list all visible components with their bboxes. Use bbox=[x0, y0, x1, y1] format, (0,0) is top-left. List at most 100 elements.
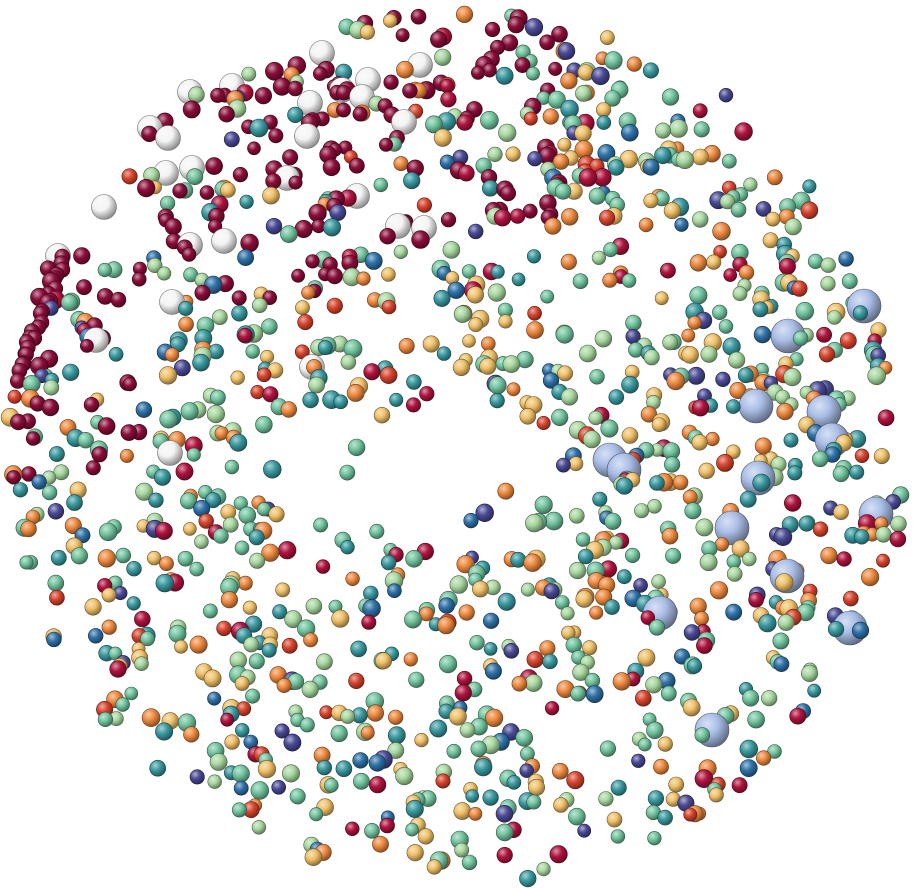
teal-sphere bbox=[272, 604, 288, 620]
gold-sphere bbox=[203, 669, 222, 688]
orange-sphere bbox=[468, 807, 483, 821]
teal-sphere bbox=[642, 62, 659, 79]
red-orange-sphere bbox=[121, 168, 138, 185]
crimson-sphere bbox=[218, 105, 235, 123]
crimson-sphere bbox=[507, 16, 525, 34]
seafoam-sphere bbox=[189, 561, 204, 577]
dark-red-sphere bbox=[877, 409, 895, 427]
teal-sphere bbox=[608, 389, 625, 405]
dark-red-sphere bbox=[694, 769, 714, 789]
steel-blue-sphere bbox=[642, 158, 660, 176]
teal-sphere bbox=[649, 475, 665, 491]
pale-green-sphere bbox=[454, 842, 470, 858]
teal-sphere bbox=[798, 515, 815, 532]
teal-sphere bbox=[126, 596, 141, 611]
dark-red-sphere bbox=[220, 712, 235, 727]
teal-sphere bbox=[154, 468, 172, 486]
gold-sphere bbox=[725, 444, 741, 460]
pale-green-sphere bbox=[598, 791, 614, 807]
indigo-sphere bbox=[329, 204, 347, 221]
teal-sphere bbox=[787, 465, 803, 481]
seafoam-sphere bbox=[495, 823, 514, 842]
red-orange-sphere bbox=[256, 367, 272, 383]
gold-sphere bbox=[414, 732, 429, 748]
crimson-sphere bbox=[352, 106, 368, 122]
steel-blue-sphere bbox=[838, 251, 854, 267]
seafoam-sphere bbox=[772, 632, 790, 650]
pale-green-sphere bbox=[572, 663, 590, 681]
orange-sphere bbox=[602, 272, 618, 288]
orange-sphere bbox=[303, 632, 318, 648]
pale-green-sphere bbox=[867, 366, 887, 386]
crimson-sphere bbox=[470, 65, 485, 80]
pale-green-sphere bbox=[281, 764, 300, 783]
teal-sphere bbox=[610, 779, 627, 796]
orange-sphere bbox=[682, 489, 698, 505]
gold-sphere bbox=[582, 640, 598, 656]
crimson-sphere bbox=[484, 21, 501, 38]
seafoam-sphere bbox=[647, 831, 662, 846]
seafoam-sphere bbox=[404, 610, 422, 629]
pale-green-sphere bbox=[340, 354, 357, 370]
teal-sphere bbox=[263, 460, 282, 479]
pale-green-sphere bbox=[524, 674, 543, 692]
dark-red-sphere bbox=[262, 386, 279, 403]
seafoam-sphere bbox=[470, 740, 487, 757]
teal-sphere bbox=[316, 759, 332, 776]
crimson-sphere bbox=[288, 175, 303, 190]
dark-red-sphere bbox=[109, 660, 127, 678]
gold-sphere bbox=[466, 286, 484, 304]
teal-sphere bbox=[249, 118, 269, 138]
red-orange-sphere bbox=[683, 807, 698, 822]
gold-sphere bbox=[230, 370, 245, 385]
orange-sphere bbox=[560, 72, 578, 90]
teal-sphere bbox=[405, 799, 424, 818]
seafoam-sphere bbox=[97, 262, 112, 278]
teal-sphere bbox=[406, 374, 422, 390]
gold-sphere bbox=[774, 573, 794, 592]
seafoam-sphere bbox=[488, 376, 507, 395]
white-sphere bbox=[294, 123, 320, 149]
gold-sphere bbox=[833, 504, 849, 521]
orange-sphere bbox=[480, 336, 496, 352]
seafoam-sphere bbox=[568, 807, 586, 826]
crimson-sphere bbox=[348, 157, 365, 174]
teal-sphere bbox=[302, 391, 319, 409]
teal-sphere bbox=[205, 492, 222, 509]
seafoam-sphere bbox=[373, 177, 388, 193]
red-orange-sphere bbox=[527, 305, 542, 321]
pale-green-sphere bbox=[647, 498, 662, 514]
orange-sphere bbox=[141, 708, 161, 728]
pale-green-sphere bbox=[820, 276, 836, 292]
seafoam-sphere bbox=[572, 273, 589, 290]
teal-sphere bbox=[607, 159, 625, 176]
pale-green-sphere bbox=[800, 664, 819, 683]
orange-sphere bbox=[687, 315, 702, 330]
seafoam-sphere bbox=[255, 416, 273, 434]
pale-green-sphere bbox=[875, 526, 892, 543]
gold-sphere bbox=[257, 759, 277, 779]
red-orange-sphere bbox=[379, 366, 398, 385]
steel-blue-sphere bbox=[674, 217, 689, 232]
dark-red-sphere bbox=[369, 776, 387, 794]
seafoam-sphere bbox=[554, 183, 572, 200]
pale-green-sphere bbox=[442, 241, 461, 259]
teal-sphere bbox=[526, 249, 542, 264]
seafoam-sphere bbox=[77, 432, 94, 449]
seafoam-sphere bbox=[624, 547, 641, 564]
orange-sphere bbox=[97, 549, 116, 568]
dark-red-sphere bbox=[493, 209, 512, 227]
seafoam-sphere bbox=[712, 304, 728, 321]
teal-sphere bbox=[725, 399, 741, 414]
pale-green-sphere bbox=[643, 349, 660, 366]
pale-green-sphere bbox=[284, 610, 303, 629]
teal-sphere bbox=[429, 719, 448, 738]
pale-green-sphere bbox=[251, 820, 267, 835]
orange-sphere bbox=[346, 383, 365, 402]
teal-sphere bbox=[783, 432, 799, 448]
dark-red-sphere bbox=[361, 614, 377, 630]
crimson-sphere bbox=[522, 203, 538, 219]
orange-sphere bbox=[511, 675, 528, 692]
gold-sphere bbox=[422, 335, 440, 353]
orange-sphere bbox=[398, 337, 415, 354]
